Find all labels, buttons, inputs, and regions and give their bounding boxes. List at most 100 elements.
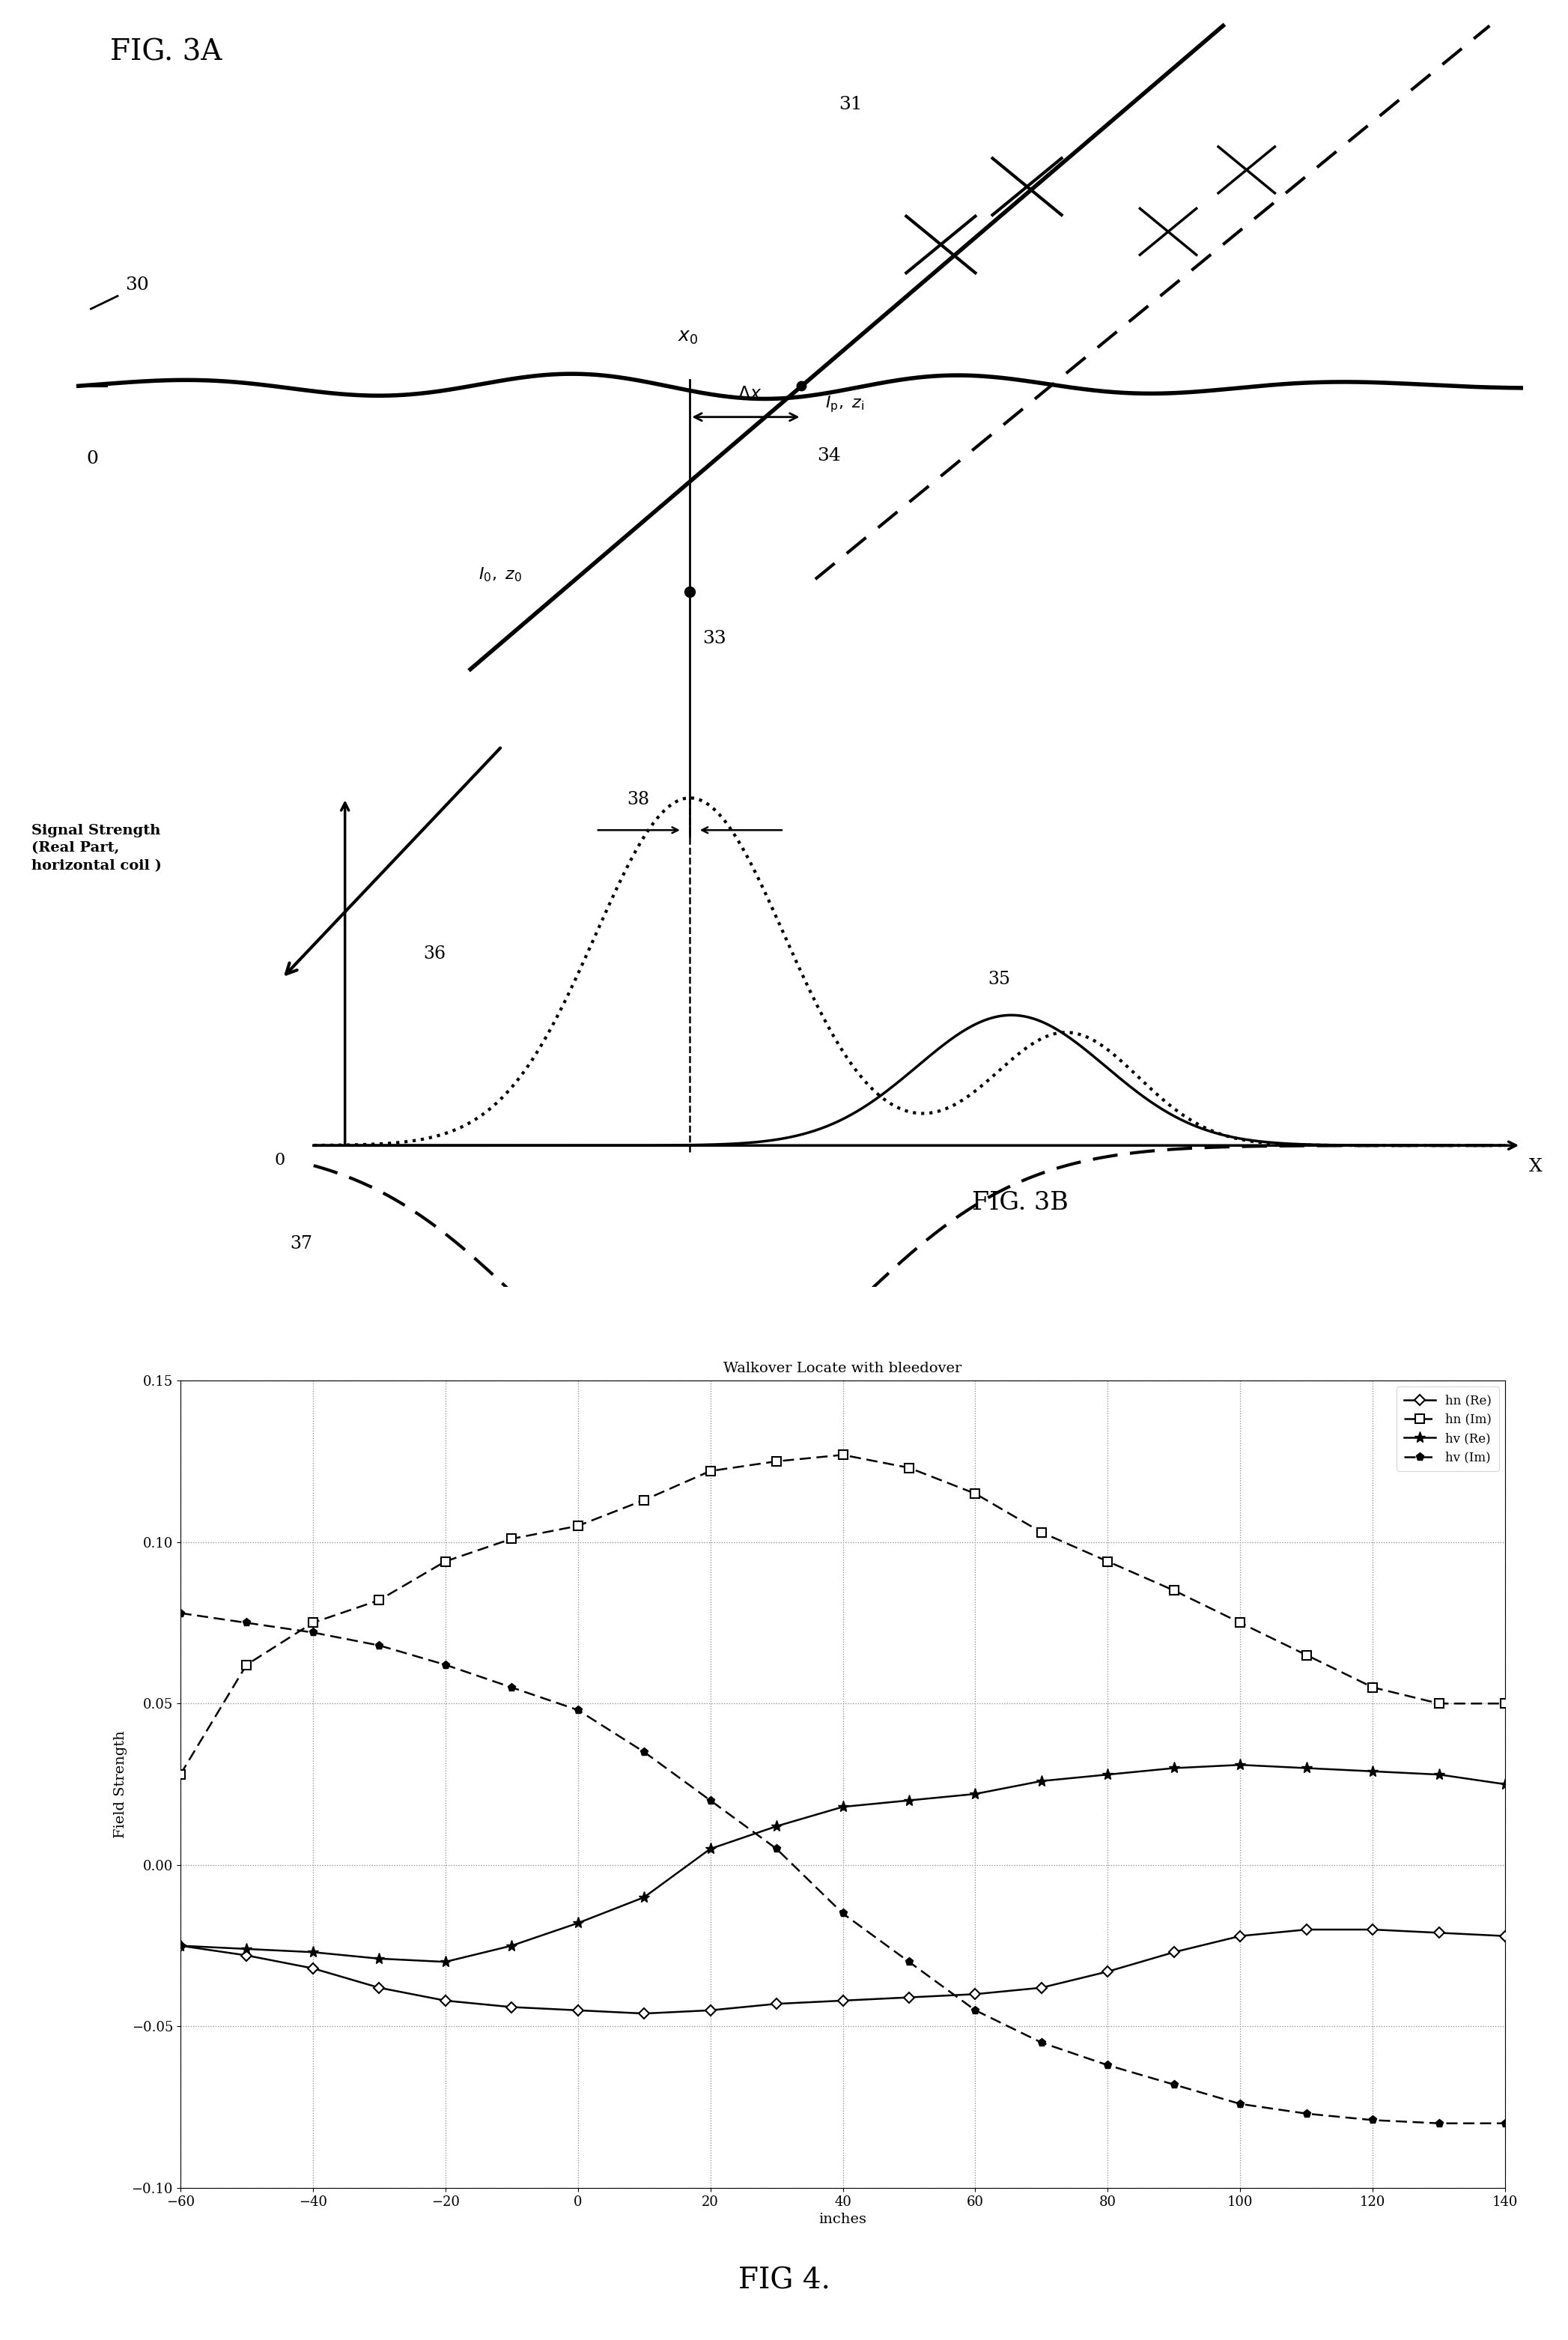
hv (Im) — [833, 1900, 851, 1928]
Line: hn (Im): hn (Im) — [176, 1451, 1510, 1778]
hn (Im) — [635, 1486, 654, 1514]
hv (Re) — [1098, 1760, 1116, 1788]
hn (Im) — [1165, 1577, 1184, 1605]
hv (Im) — [1430, 2108, 1449, 2136]
Text: $x_0$: $x_0$ — [677, 328, 698, 346]
hn (Re) — [833, 1987, 851, 2015]
hv (Im) — [1496, 2108, 1515, 2136]
Text: Signal Strength
(Real Part,
horizontal coil ): Signal Strength (Real Part, horizontal c… — [31, 824, 162, 873]
hv (Re) — [767, 1811, 786, 1839]
hv (Im) — [237, 1610, 256, 1638]
hn (Im) — [237, 1650, 256, 1678]
hn (Im) — [1297, 1640, 1316, 1668]
hn (Im) — [502, 1526, 521, 1554]
hv (Re) — [900, 1785, 919, 1813]
hn (Re) — [370, 1973, 389, 2001]
Line: hv (Im): hv (Im) — [176, 1610, 1510, 2127]
hv (Re) — [833, 1792, 851, 1821]
Text: 35: 35 — [988, 971, 1010, 987]
hn (Im) — [370, 1587, 389, 1615]
hn (Re) — [436, 1987, 455, 2015]
Text: 33: 33 — [702, 629, 726, 648]
Text: 0: 0 — [86, 449, 99, 468]
hn (Im) — [171, 1760, 190, 1788]
hn (Re) — [1363, 1916, 1383, 1945]
hn (Re) — [1496, 1921, 1515, 1949]
hv (Im) — [502, 1673, 521, 1701]
hv (Im) — [568, 1696, 586, 1725]
Line: hv (Re): hv (Re) — [174, 1760, 1512, 1968]
hv (Re) — [1032, 1767, 1051, 1795]
hv (Re) — [966, 1781, 985, 1809]
hv (Im) — [1098, 2052, 1116, 2080]
hn (Im) — [568, 1512, 586, 1540]
hv (Im) — [1297, 2099, 1316, 2127]
hv (Re) — [701, 1835, 720, 1863]
Legend: hn (Re), hn (Im), hv (Re), hv (Im): hn (Re), hn (Im), hv (Re), hv (Im) — [1397, 1388, 1499, 1472]
hn (Re) — [966, 1980, 985, 2008]
hv (Re) — [171, 1933, 190, 1961]
hv (Re) — [1496, 1769, 1515, 1797]
Text: 38: 38 — [627, 791, 649, 807]
hv (Im) — [1032, 2029, 1051, 2057]
hv (Im) — [1165, 2071, 1184, 2099]
Text: X: X — [1529, 1158, 1541, 1175]
hv (Im) — [1231, 2090, 1250, 2118]
hv (Re) — [237, 1935, 256, 1963]
hv (Im) — [370, 1631, 389, 1659]
hn (Re) — [171, 1933, 190, 1961]
hn (Re) — [502, 1994, 521, 2022]
hn (Re) — [1098, 1959, 1116, 1987]
hv (Im) — [436, 1650, 455, 1678]
hv (Re) — [303, 1938, 321, 1966]
hv (Re) — [1430, 1760, 1449, 1788]
hn (Re) — [900, 1984, 919, 2012]
Y-axis label: Field Strength: Field Strength — [114, 1729, 127, 1839]
hn (Re) — [1430, 1919, 1449, 1947]
hv (Im) — [966, 1996, 985, 2024]
hv (Im) — [701, 1785, 720, 1813]
hv (Im) — [635, 1739, 654, 1767]
Text: 36: 36 — [423, 945, 445, 962]
hn (Im) — [701, 1458, 720, 1486]
hn (Im) — [1496, 1689, 1515, 1718]
hn (Re) — [635, 1998, 654, 2026]
hv (Re) — [568, 1909, 586, 1938]
hn (Re) — [767, 1989, 786, 2017]
hv (Re) — [1165, 1755, 1184, 1783]
hn (Re) — [303, 1954, 321, 1982]
hn (Im) — [767, 1446, 786, 1477]
hv (Im) — [171, 1598, 190, 1626]
hn (Im) — [303, 1610, 321, 1638]
hv (Im) — [303, 1619, 321, 1647]
Text: 31: 31 — [839, 96, 862, 112]
hn (Re) — [1165, 1938, 1184, 1966]
hn (Re) — [568, 1996, 586, 2024]
hv (Re) — [1363, 1757, 1383, 1785]
Text: 30: 30 — [125, 276, 149, 292]
hn (Re) — [1297, 1916, 1316, 1945]
hn (Re) — [237, 1942, 256, 1970]
Text: 0: 0 — [274, 1151, 285, 1168]
Title: Walkover Locate with bleedover: Walkover Locate with bleedover — [724, 1362, 961, 1376]
hv (Re) — [1231, 1750, 1250, 1778]
hn (Re) — [701, 1996, 720, 2024]
X-axis label: inches: inches — [818, 2214, 867, 2225]
Text: $I_\mathrm{p},\ z_\mathrm{i}$: $I_\mathrm{p},\ z_\mathrm{i}$ — [825, 395, 864, 414]
hn (Im) — [833, 1441, 851, 1470]
hv (Im) — [767, 1835, 786, 1863]
hn (Im) — [900, 1453, 919, 1481]
Line: hn (Re): hn (Re) — [177, 1926, 1508, 2017]
hn (Im) — [1430, 1689, 1449, 1718]
hn (Im) — [436, 1547, 455, 1575]
hv (Re) — [635, 1884, 654, 1912]
Text: FIG 4.: FIG 4. — [739, 2267, 829, 2296]
Text: $I_0,\ z_0$: $I_0,\ z_0$ — [478, 566, 522, 583]
hn (Re) — [1231, 1921, 1250, 1949]
hn (Im) — [1032, 1519, 1051, 1547]
Text: $\Delta x$: $\Delta x$ — [739, 386, 762, 402]
Text: FIG. 3A: FIG. 3A — [110, 40, 221, 66]
hv (Re) — [1297, 1755, 1316, 1783]
hn (Re) — [1032, 1973, 1051, 2001]
hv (Im) — [900, 1947, 919, 1975]
